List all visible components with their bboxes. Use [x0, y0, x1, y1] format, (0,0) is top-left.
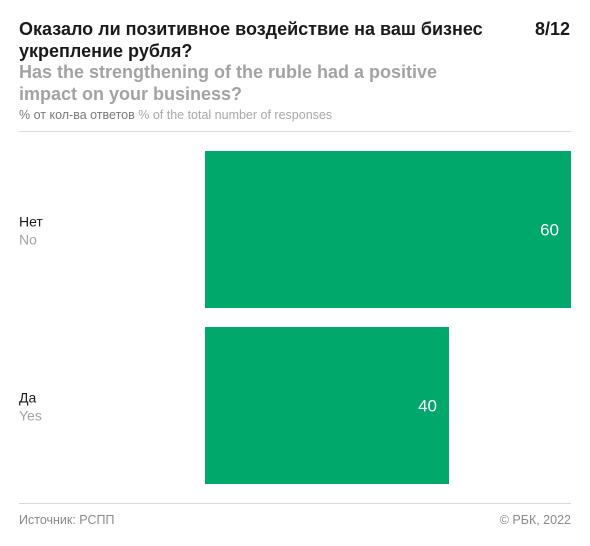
category-label-ru-yes: Да [19, 390, 36, 406]
top-divider [19, 131, 571, 132]
units-note-ru: % от кол-ва ответов [19, 108, 135, 122]
category-label-en-yes: Yes [19, 408, 42, 424]
chart-title-ru: Оказало ли позитивное воздействие на ваш… [19, 19, 483, 61]
bar-no [205, 151, 571, 308]
category-label-en-no: No [19, 232, 37, 248]
bar-yes [205, 327, 449, 484]
units-note-en: % of the total number of responses [138, 108, 333, 122]
units-note: % от кол-ва ответов % of the total numbe… [19, 107, 332, 123]
page-counter: 8/12 [534, 19, 570, 39]
category-label-ru-no: Нет [19, 214, 43, 230]
chart-title-en: Has the strengthening of the ruble had a… [19, 62, 438, 104]
source-note: Источник: РСПП [19, 513, 115, 527]
value-label-yes: 40 [418, 397, 437, 416]
value-label-no: 60 [540, 221, 559, 240]
bottom-divider [19, 503, 571, 504]
copyright-note: © РБК, 2022 [499, 513, 571, 527]
